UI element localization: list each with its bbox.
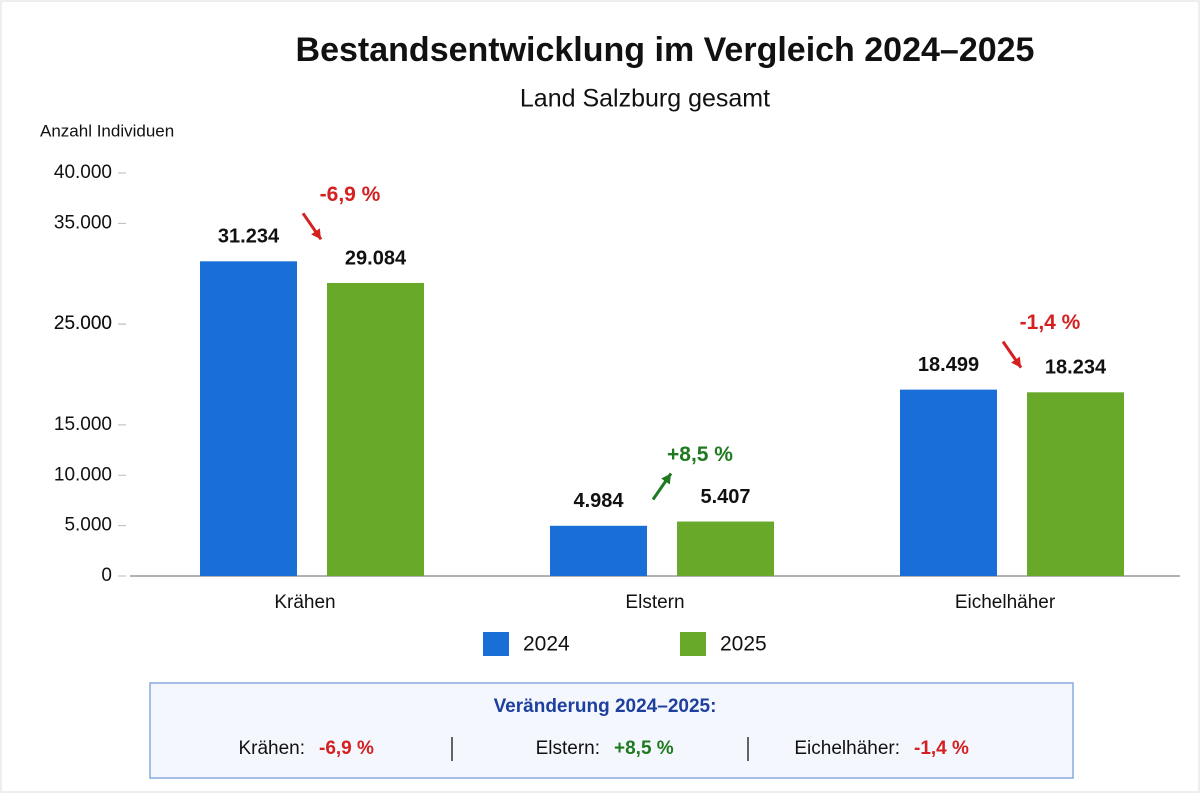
bar — [1027, 392, 1124, 576]
bar — [550, 525, 647, 576]
change-annotation: +8,5 % — [667, 443, 733, 466]
change-annotation: -1,4 % — [1020, 311, 1081, 334]
value-label: 31.234 — [218, 226, 280, 248]
value-label: 5.407 — [700, 486, 750, 508]
summary-label: Elstern: — [536, 738, 600, 759]
y-tick-label: 5.000 — [64, 515, 112, 536]
value-label: 29.084 — [345, 247, 407, 269]
change-arrow-head — [661, 473, 671, 485]
y-tick-label: 0 — [101, 565, 112, 586]
y-tick-label: 15.000 — [54, 414, 112, 435]
x-tick-label: Eichelhäher — [955, 592, 1056, 613]
chart-subtitle: Land Salzburg gesamt — [520, 85, 770, 113]
bar — [900, 389, 997, 576]
y-tick-label: 25.000 — [54, 313, 112, 334]
x-tick-label: Elstern — [625, 592, 684, 613]
value-label: 18.234 — [1045, 357, 1107, 379]
summary-label: Eichelhäher: — [794, 738, 900, 759]
change-arrow-head — [311, 228, 321, 240]
y-tick-label: 35.000 — [54, 212, 112, 233]
summary-label: Krähen: — [238, 738, 305, 759]
change-arrow-head — [1011, 356, 1021, 368]
change-annotation: -6,9 % — [320, 183, 381, 206]
value-label: 18.499 — [918, 354, 979, 376]
summary-box — [149, 682, 1074, 779]
y-tick-label: 25.000 — [54, 313, 112, 334]
summary-value: +8,5 % — [614, 738, 674, 759]
y-tick-label: 40.000 — [54, 162, 112, 183]
bar — [677, 521, 774, 576]
value-label: 4.984 — [573, 490, 624, 512]
summary-title: Veränderung 2024–2025: — [494, 696, 717, 717]
chart-title: Bestandsentwicklung im Vergleich 2024–20… — [296, 31, 1035, 69]
bar — [200, 261, 297, 576]
legend-swatch — [680, 632, 706, 656]
legend-label: 2024 — [523, 633, 570, 656]
bar — [327, 282, 424, 576]
legend-swatch — [483, 632, 509, 656]
y-tick-label: 10.000 — [54, 464, 112, 485]
summary-value: -6,9 % — [319, 738, 374, 759]
legend-label: 2025 — [720, 633, 767, 656]
summary-value: -1,4 % — [914, 738, 969, 759]
y-axis-label: Anzahl Individuen — [40, 121, 174, 140]
x-tick-label: Krähen — [274, 592, 335, 613]
